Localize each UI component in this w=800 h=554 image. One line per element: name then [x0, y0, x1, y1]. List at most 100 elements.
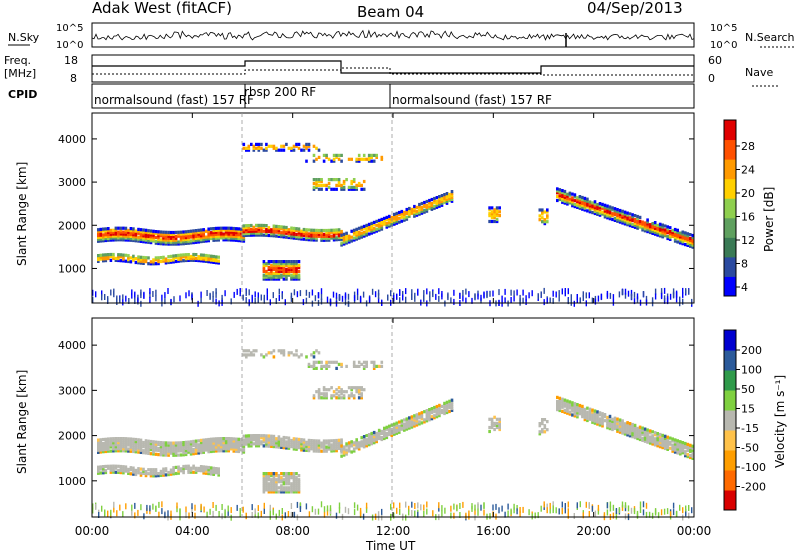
echo-cell	[187, 256, 190, 261]
echo-cell	[97, 257, 100, 262]
clutter-cell	[468, 510, 470, 517]
echo-cell	[626, 421, 629, 425]
echo-cell	[305, 235, 308, 240]
echo-cell	[97, 442, 100, 446]
echo-cell	[297, 443, 301, 448]
echo-cell	[310, 353, 313, 357]
echo-cell	[310, 238, 313, 242]
echo-cell	[638, 223, 642, 227]
echo-cell	[661, 223, 664, 227]
echo-cell	[581, 207, 584, 211]
echo-cell	[310, 445, 313, 449]
echo-cell	[192, 452, 195, 456]
echo-cell	[608, 215, 612, 219]
clutter-cell	[329, 505, 332, 512]
clutter-cell	[263, 502, 265, 509]
echo-cell	[380, 155, 384, 159]
echo-cell	[350, 450, 353, 454]
clutter-cell	[555, 291, 557, 298]
echo-cell	[573, 203, 577, 207]
echo-cell	[192, 233, 195, 237]
echo-cell	[300, 353, 303, 357]
echo-cell	[199, 442, 203, 447]
echo-cell	[104, 231, 108, 235]
echo-cell	[157, 442, 160, 446]
echo-cell	[124, 441, 128, 445]
echo-cell	[172, 445, 175, 449]
echo-cell	[393, 220, 396, 224]
echo-cell	[415, 423, 419, 427]
echo-cell	[262, 436, 266, 440]
echo-cell	[390, 433, 394, 437]
echo-cell	[658, 432, 662, 437]
echo-cell	[117, 445, 120, 449]
echo-cell	[558, 400, 562, 404]
echo-cell	[367, 433, 371, 437]
echo-cell	[119, 259, 123, 263]
echo-cell	[360, 440, 363, 444]
echo-cell	[317, 228, 321, 233]
echo-cell	[656, 436, 659, 440]
echo-cell	[689, 238, 692, 243]
echo-cell	[97, 233, 100, 238]
echo-cell	[194, 468, 198, 472]
echo-cell	[666, 231, 669, 235]
echo-cell	[330, 236, 333, 240]
echo-cell	[490, 210, 494, 214]
echo-cell	[174, 451, 178, 455]
echo-cell	[134, 442, 138, 446]
echo-cell	[598, 413, 602, 417]
echo-cell	[362, 388, 366, 392]
echo-cell	[255, 440, 258, 444]
echo-cell	[596, 412, 599, 416]
echo-cell	[648, 225, 652, 229]
echo-cell	[591, 412, 594, 416]
echo-cell	[380, 219, 384, 223]
clutter-cell	[510, 289, 512, 296]
echo-cell	[192, 464, 195, 468]
echo-cell	[335, 187, 338, 191]
echo-cell	[403, 422, 406, 426]
echo-cell	[197, 255, 200, 259]
echo-cell	[245, 148, 248, 152]
echo-cell	[197, 445, 200, 449]
echo-cell	[295, 490, 298, 494]
clutter-cell	[296, 291, 299, 298]
echo-cell	[405, 211, 409, 215]
echo-cell	[159, 230, 163, 234]
echo-cell	[563, 189, 567, 194]
echo-cell	[689, 236, 692, 241]
echo-cell	[568, 412, 572, 416]
echo-cell	[322, 159, 326, 163]
echo-cell	[272, 260, 276, 264]
echo-cell	[603, 211, 607, 215]
echo-cell	[119, 226, 123, 230]
clutter-cell	[582, 512, 584, 519]
echo-cell	[302, 442, 306, 446]
echo-cell	[137, 261, 140, 265]
echo-cell	[209, 231, 213, 235]
echo-cell	[586, 414, 589, 418]
clutter-cell	[170, 510, 172, 517]
echo-cell	[257, 142, 261, 146]
echo-cell	[257, 225, 261, 229]
clutter-cell	[302, 299, 305, 306]
echo-cell	[282, 351, 286, 355]
echo-cell	[174, 240, 178, 244]
x-tick-label: 16:00	[476, 524, 511, 538]
echo-cell	[443, 193, 446, 197]
echo-cell	[235, 232, 238, 237]
echo-cell	[679, 444, 682, 448]
echo-cell	[162, 240, 165, 244]
echo-cell	[270, 351, 273, 355]
echo-cell	[280, 437, 283, 441]
power-ylabel: Slant Range [km]	[15, 162, 29, 266]
echo-cell	[197, 228, 200, 232]
clutter-cell	[257, 292, 259, 299]
echo-cell	[285, 436, 288, 440]
echo-cell	[307, 148, 311, 152]
echo-cell	[563, 398, 567, 402]
echo-cell	[355, 157, 358, 161]
echo-cell	[162, 232, 165, 236]
echo-cell	[355, 388, 358, 392]
